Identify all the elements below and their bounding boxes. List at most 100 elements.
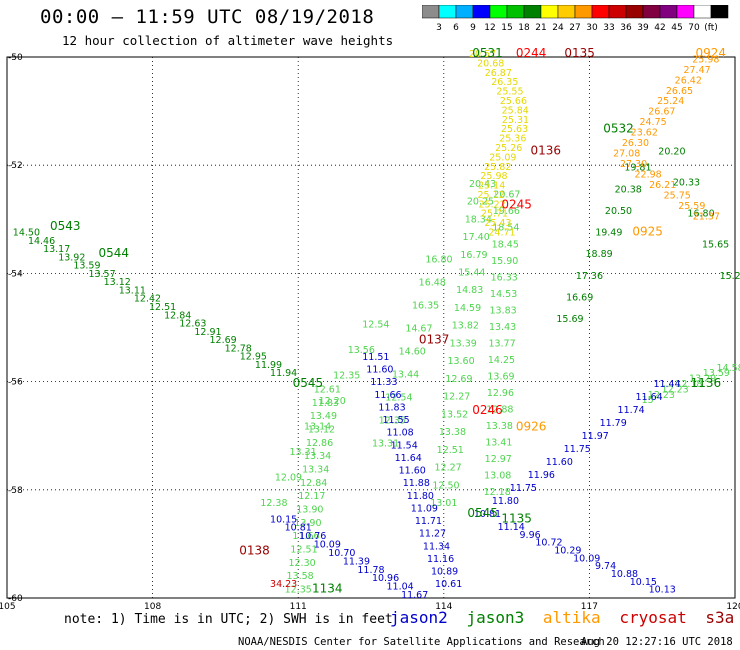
wave-height-value: 10.09 [573,553,600,564]
wave-height-value: 11.97 [582,431,609,442]
wave-height-value: 12.97 [485,454,512,465]
pass-time-label: 0135 [564,46,595,60]
wave-height-value: 12.91 [194,327,221,338]
wave-height-value: 11.55 [382,415,409,426]
wave-height-value: 11.64 [395,453,422,464]
wave-height-value: 12.88 [486,405,513,416]
wave-height-value: 11.64 [635,392,662,403]
wave-height-value: 20.38 [615,184,642,195]
pass-time-label: 1134 [312,582,343,596]
wave-height-value: 10.70 [328,548,355,559]
wave-height-value: 13.29 [689,374,716,385]
wave-height-value: 13.56 [348,345,375,356]
pass-time-label: 0925 [632,225,663,239]
wave-height-value: 13.60 [447,356,474,367]
colorbar-label: 42 [654,23,665,33]
wave-height-value: 19.66 [493,206,520,217]
wave-height-value: 16.48 [419,278,446,289]
wave-height-value: 26.67 [648,107,675,118]
wave-height-value: 20.25 [467,197,494,208]
wave-height-value: 18.54 [492,223,519,234]
wave-height-value: 16.33 [491,272,518,283]
wave-height-value: 12.23 [662,384,689,395]
wave-height-value: 10.81 [285,523,312,534]
wave-height-value: 25.22 [478,199,505,210]
colorbar-label: 12 [484,23,495,33]
wave-height-value: 11.09 [411,503,438,514]
pass-time-label: 0543 [50,219,81,233]
wave-height-value: 11.71 [415,516,442,527]
wave-height-value: 10.09 [314,540,341,551]
wave-height-value: 12.27 [443,392,470,403]
lon-tick-label: 108 [144,602,161,610]
lat-tick-label: -50 [8,53,23,63]
page-subtitle: 12 hour collection of altimeter wave hei… [62,33,394,48]
wave-height-value: 26.65 [666,86,693,97]
wave-height-value: 14.83 [456,285,483,296]
lon-tick-label: 114 [435,602,452,610]
colorbar-label: 70 [688,23,700,33]
wave-height-value: 12.18 [675,379,702,390]
wave-height-value: 10.89 [431,567,458,578]
wave-height-value: 13.44 [392,370,419,381]
wave-height-value: 11.08 [387,428,414,439]
wave-height-value: 13.59 [703,368,730,379]
pass-time-label: 0545 [293,376,324,390]
wave-height-value: 11.88 [403,478,430,489]
wave-height-value: 11.96 [528,470,555,481]
wave-height-value: 24.75 [639,117,666,128]
satellite-legend: jason2 jason3 altika cryosat s3a [390,608,740,627]
wave-height-value: 13.08 [484,471,511,482]
wave-height-value: 11.83 [312,398,339,409]
wave-height-value: 13.58 [287,571,314,582]
wave-height-value: 12.18 [484,487,511,498]
wave-height-value: 14.67 [405,324,432,335]
wave-height-value: 13.34 [302,464,329,475]
wave-height-value: 27.47 [683,65,710,76]
wave-height-value: 9.74 [595,561,616,572]
wave-height-value: 18.34 [465,214,492,225]
lon-tick-label: 120 [726,602,740,610]
pass-time-label: 0245 [501,197,532,211]
wave-height-value: 11.33 [370,377,397,388]
wave-height-value: 27.30 [620,159,647,170]
wave-height-value: 26.42 [675,75,702,86]
wave-height-value: 18.45 [492,239,519,250]
wave-height-value: 25.12 [477,190,504,201]
wave-height-value: 11.78 [357,565,384,576]
wave-height-value: 13.01 [430,498,457,509]
wave-height-value: 13.38 [486,421,513,432]
wave-height-value: 15 [642,395,654,406]
wave-height-value: 16.80 [687,209,714,220]
wave-height-value: 12.09 [275,473,302,484]
wave-height-value: 25.09 [489,152,516,163]
lat-tick-label: -52 [8,161,23,171]
wave-height-value: 17.36 [576,271,603,282]
wave-height-value: 12.84 [300,478,327,489]
wave-height-value: 11.54 [391,440,418,451]
legend-altika: altika [542,608,601,627]
wave-height-value: 25.59 [678,201,705,212]
wave-height-value: 15.44 [458,268,485,279]
pass-time-label: 0137 [419,333,450,347]
wave-height-value: 11.34 [423,541,450,552]
wave-height-value: 12.35 [379,416,406,427]
wave-height-value: 10.13 [649,585,676,596]
wave-height-value: 13.12 [104,277,131,288]
colorbar-label: 9 [470,23,476,33]
colorbar-label: 3 [436,23,442,33]
wave-height-value: 25.14 [478,181,505,192]
wave-height-value: 12.54 [362,320,389,331]
wave-height-value: 11.51 [362,352,389,363]
wave-height-value: 25.63 [501,124,528,135]
wave-height-value: 14.50 [13,228,40,239]
wave-height-value: 13.14 [304,422,331,433]
wave-height-value: 12.95 [240,352,267,363]
pass-time-label: 0246 [472,403,503,417]
wave-height-value: 11.79 [600,418,627,429]
wave-height-value: 10.15 [270,514,297,525]
wave-height-value: 26.35 [491,77,518,88]
wave-height-value: 11.75 [510,483,537,494]
wave-height-value: 11.80 [407,491,434,502]
